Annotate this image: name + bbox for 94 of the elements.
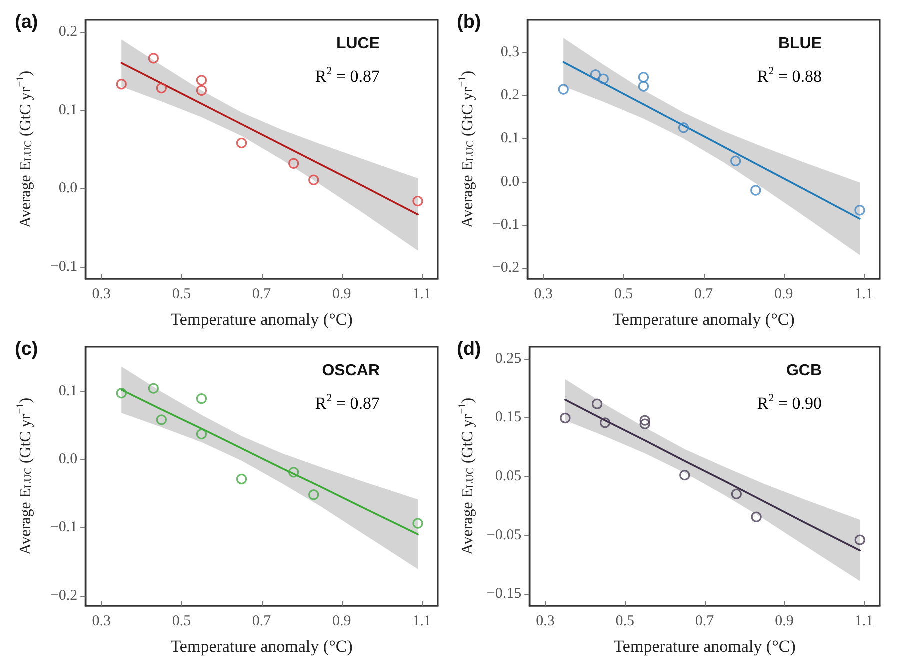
y-tick-label: −0.15 (486, 586, 522, 602)
point (196, 75, 208, 86)
point (750, 185, 762, 196)
x-tick-label: 0.3 (92, 614, 111, 630)
point (156, 414, 167, 426)
point (196, 394, 208, 404)
point (148, 53, 159, 64)
point (412, 518, 424, 529)
y-axis-title: Average ELUC (GtC yr−1) (458, 70, 476, 228)
point (640, 415, 650, 426)
x-tick-label: 0.5 (172, 614, 192, 630)
annotation: LUCE (336, 36, 380, 52)
y-tick-label: 0.25 (495, 350, 522, 367)
annotation: OSCAR (322, 362, 380, 380)
x-axis-title: Temperature anomaly (°C) (170, 637, 353, 656)
point (196, 428, 208, 440)
y-axis-title: Average ELUC (GtC yr−1) (458, 398, 476, 556)
y-tick-label: 0.2 (500, 88, 520, 104)
y-tick-label: 0.0 (500, 174, 520, 190)
y-tick-label: 0.3 (500, 44, 520, 60)
y-tick-label: 0.1 (58, 102, 78, 118)
point (236, 138, 248, 149)
point (148, 383, 159, 394)
y-tick-label: −0.1 (50, 259, 78, 276)
y-tick-label: −0.1 (492, 217, 520, 234)
x-tick-label: 1.1 (854, 286, 874, 302)
y-tick-label: 0.15 (495, 410, 522, 426)
y-axis-title: Average ELUC (GtC yr−1) (16, 398, 34, 556)
point (116, 79, 127, 90)
x-tick-label: 0.7 (252, 286, 272, 302)
x-tick-label: 1.1 (412, 614, 432, 630)
chart-title: (d) (457, 339, 482, 360)
x-tick-label: 0.5 (172, 286, 192, 302)
point (751, 512, 762, 522)
point (412, 196, 424, 207)
x-tick-label: 0.3 (534, 286, 553, 302)
point (638, 72, 650, 83)
x-tick-label: 0.9 (332, 614, 352, 630)
x-axis-title: Temperature anomaly (°C) (612, 310, 795, 329)
point (854, 205, 866, 216)
point (854, 534, 866, 546)
chart-title: (a) (15, 12, 38, 33)
point (731, 488, 742, 500)
x-tick-label: 1.1 (854, 614, 874, 630)
point (236, 474, 248, 485)
point (196, 85, 208, 96)
x-tick-label: 0.5 (616, 614, 635, 630)
line-series (120, 62, 419, 216)
y-tick-label: 0.0 (58, 180, 78, 197)
y-tick-label: −0.05 (486, 527, 522, 544)
point (598, 74, 609, 84)
point (288, 467, 300, 478)
annotation: BLUE (778, 36, 822, 52)
point (730, 156, 742, 166)
x-tick-label: 0.7 (695, 614, 715, 630)
point (308, 174, 320, 186)
y-tick-label: 0.05 (495, 468, 522, 484)
point (116, 388, 127, 399)
point (600, 418, 611, 428)
x-tick-label: 0.3 (92, 286, 111, 302)
point (558, 84, 569, 95)
point (592, 398, 603, 410)
point (640, 418, 650, 430)
point (680, 470, 690, 481)
point (560, 412, 571, 424)
x-tick-label: 0.5 (614, 286, 634, 302)
point (678, 122, 690, 134)
y-tick-label: 0.0 (58, 451, 78, 468)
chart-title: (b) (457, 12, 482, 33)
x-axis-title: Temperature anomaly (°C) (614, 637, 796, 656)
line-series (120, 389, 419, 536)
chart-title: (c) (15, 339, 38, 360)
y-tick-label: −0.2 (492, 260, 520, 276)
x-tick-label: 0.7 (252, 614, 272, 630)
x-tick-label: 0.7 (694, 286, 714, 302)
x-tick-label: 0.3 (536, 614, 555, 630)
y-tick-label: 0.2 (58, 24, 78, 40)
y-tick-label: −0.2 (50, 588, 78, 604)
point (308, 490, 320, 500)
point (590, 70, 601, 80)
x-axis-title: Temperature anomaly (°C) (170, 310, 353, 329)
x-tick-label: 0.9 (774, 286, 794, 302)
x-tick-label: 0.9 (332, 286, 352, 302)
y-tick-label: 0.1 (58, 383, 78, 400)
annotation: GCB (786, 362, 822, 380)
point (638, 81, 650, 92)
y-tick-label: −0.1 (50, 520, 78, 536)
y-axis-title: Average ELUC (GtC yr−1) (16, 70, 34, 228)
point (288, 158, 300, 169)
y-tick-label: 0.1 (500, 130, 520, 147)
x-tick-label: 1.1 (412, 286, 432, 302)
point (156, 82, 167, 94)
x-tick-label: 0.9 (775, 614, 794, 630)
line-series (562, 61, 861, 220)
